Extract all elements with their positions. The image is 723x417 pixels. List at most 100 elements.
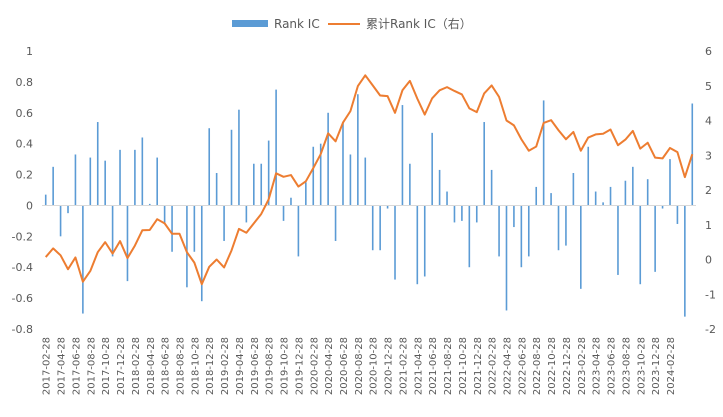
rank-ic-bar [156,157,158,206]
x-tick-label: 2023-12-28 [651,337,662,395]
rank-ic-bar [431,132,433,206]
rank-ic-bar [200,205,203,302]
rank-ic-bar [513,205,515,228]
x-tick-label: 2018-02-28 [131,337,142,395]
x-tick-label: 2022-08-28 [532,337,543,395]
rank-ic-bar [253,163,255,206]
rank-ic-bar [684,205,686,317]
x-tick-label: 2021-08-28 [443,337,454,395]
x-tick-label: 2022-06-28 [517,337,528,395]
right-axis: 6 5 4 3 2 1 0 -1 -2 [705,45,716,336]
rank-ic-bar [594,191,597,206]
rank-ic-bar [602,202,604,206]
x-tick-label: 2020-04-28 [324,337,335,395]
x-tick-label: 2022-04-28 [502,337,513,395]
left-tick-label: -0.8 [12,323,33,336]
x-tick-label: 2017-02-28 [42,337,53,395]
rank-ic-bar [461,205,463,221]
rank-ic-bar [52,166,54,206]
rank-ic-bar [96,122,99,206]
rank-ic-bar [609,186,612,206]
rank-ic-bar [446,191,448,206]
rank-ic-bar [475,205,478,223]
rank-ic-bar [319,143,322,206]
rank-ic-bar [505,205,508,311]
rank-ic-bar [624,180,627,206]
right-tick-label: -2 [705,323,716,336]
rank-ic-bar [134,149,136,206]
x-tick-label: 2020-06-28 [339,337,350,395]
rank-ic-bar [186,205,188,288]
rank-ic-bar [275,89,277,206]
left-tick-label: 0.2 [16,169,34,182]
rank-ic-bar [401,105,404,206]
x-tick-label: 2021-10-28 [458,337,469,395]
rank-ic-bar [297,205,300,257]
rank-ic-bar [498,205,500,257]
rank-ic-bar [208,128,211,206]
left-tick-label: 0.8 [16,76,34,89]
rank-ic-bar [148,203,151,206]
rank-ic-bar [416,205,419,285]
right-tick-label: 3 [705,149,712,162]
rank-ic-bar [371,205,374,251]
x-tick-label: 2020-10-28 [369,337,380,395]
x-tick-label: 2017-08-28 [86,337,97,395]
rank-ic-bar [542,100,545,206]
rank-ic-bar [141,137,144,206]
rank-ic-bar [230,129,233,206]
rank-ic-bar [438,169,441,206]
x-tick-label: 2021-04-28 [413,337,424,395]
rank-ic-bar [67,205,69,214]
left-tick-label: 0 [26,199,33,212]
left-tick-label: -0.2 [12,230,33,243]
rank-ic-bar [245,205,248,223]
rank-ic-bar [364,157,367,206]
right-tick-label: 1 [705,219,712,232]
rank-ic-bar [193,205,196,252]
x-tick-label: 2022-02-28 [488,337,499,395]
rank-ic-bar [267,140,270,206]
x-tick-label: 2023-08-28 [621,337,632,395]
rank-ic-bar [104,160,106,206]
x-tick-label: 2024-02-28 [666,337,677,395]
x-tick-label: 2019-10-28 [280,337,291,395]
x-tick-label: 2017-04-28 [57,337,68,395]
rank-ic-bar [126,205,129,282]
x-tick-label: 2019-06-28 [250,337,261,395]
rank-ic-bar [111,205,114,257]
x-tick-label: 2021-12-28 [473,337,484,395]
right-tick-label: 0 [705,254,712,267]
rank-ic-bar [74,154,77,206]
rank-ic-bar [423,205,426,277]
rank-ic-bar [661,205,664,209]
rank-ic-bar [527,205,530,257]
x-tick-label: 2021-02-28 [398,337,409,395]
right-tick-label: -1 [705,288,716,301]
x-tick-label: 2017-10-28 [101,337,112,395]
rank-ic-bar [357,94,359,206]
rank-ic-bar [44,194,47,206]
x-tick-label: 2022-12-28 [562,337,573,395]
rank-ic-bar [305,182,307,206]
rank-ic-bar [520,205,523,268]
x-tick-label: 2023-10-28 [636,337,647,395]
x-tick-label: 2020-02-28 [309,337,320,395]
rank-ic-bar [349,154,352,206]
rank-ic-bar [587,146,590,206]
rank-ic-bar [580,205,582,289]
rank-ic-bar [646,179,649,206]
rank-ic-bar [290,197,292,206]
rank-ic-bar [119,149,121,206]
rank-ic-bar [483,122,485,206]
rank-ic-bar [654,205,656,272]
x-tick-label: 2017-12-28 [116,337,127,395]
x-tick-label: 2018-08-28 [175,337,186,395]
rank-ic-bar [453,205,456,223]
rank-ic-bar [490,169,493,206]
x-tick-label: 2019-04-28 [235,337,246,395]
rank-ic-bar [676,205,679,224]
left-tick-label: 1 [26,45,33,58]
rank-ic-bar [334,205,337,241]
rank-ic-bar [312,146,315,206]
